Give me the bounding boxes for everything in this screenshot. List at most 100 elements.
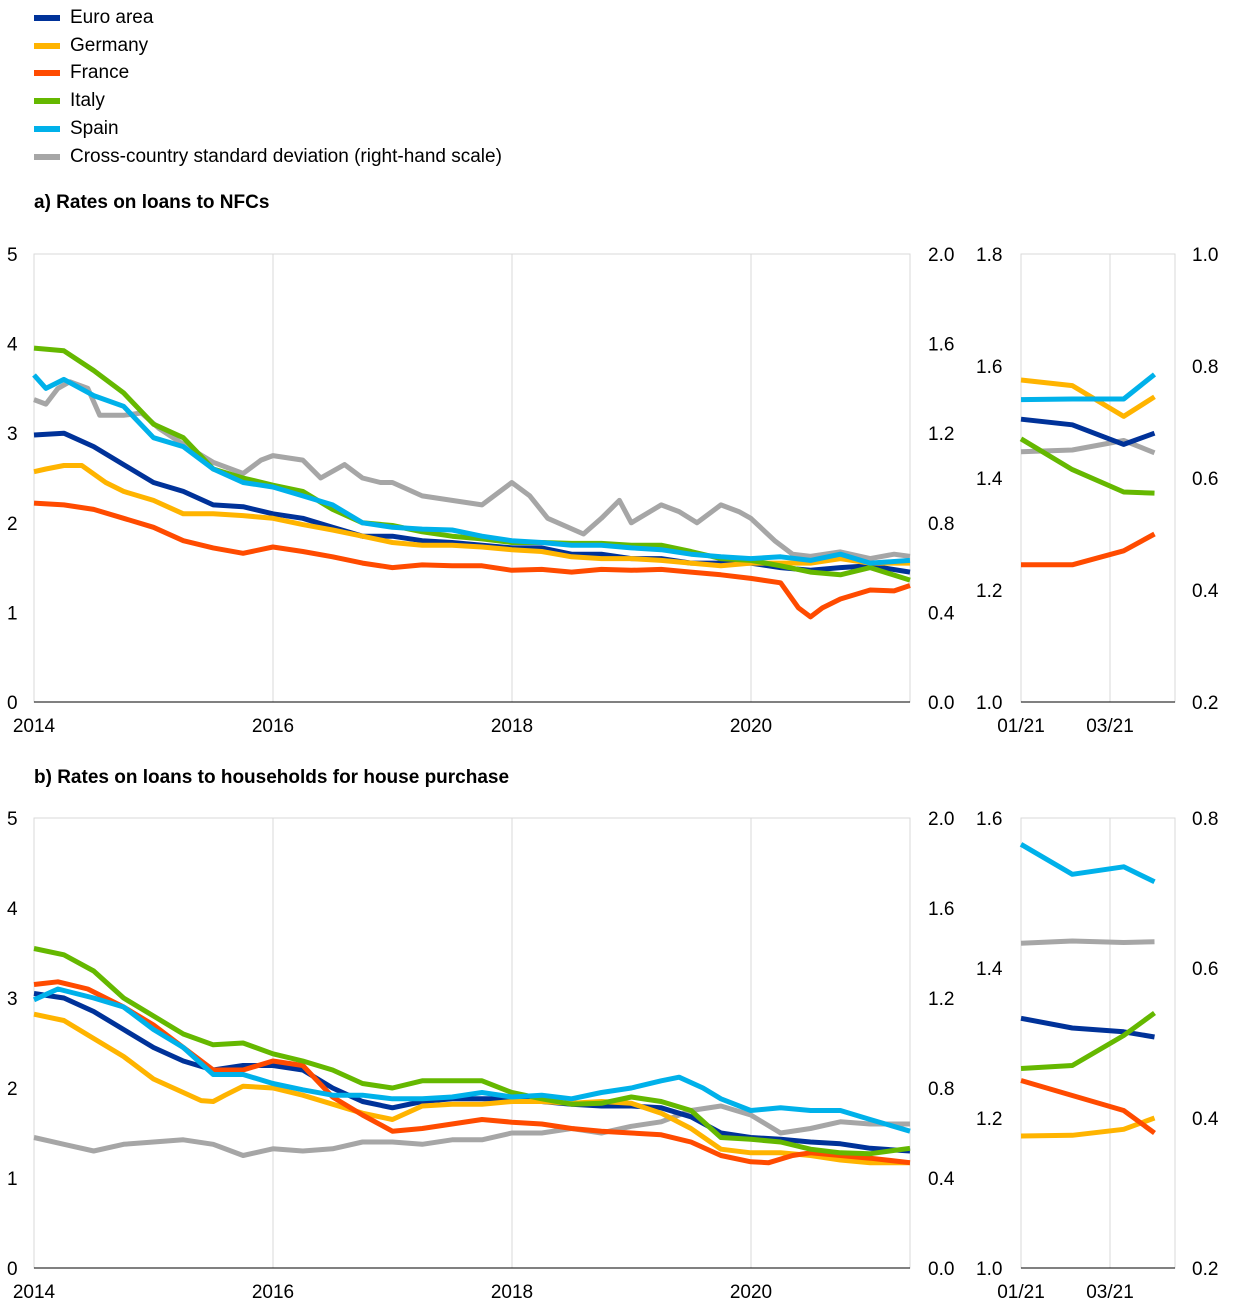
panel-1-main-right-tick-label: 0.8 [928, 1079, 954, 1100]
panel-0-zoom-series-line [1020, 438, 1156, 456]
legend-item: France [34, 60, 502, 88]
panel-0-zoom-left-tick-label: 1.2 [976, 581, 1002, 602]
panel-0-zoom-right-tick-label: 0.2 [1192, 693, 1218, 714]
panel-0-main-left-tick-label: 1 [7, 603, 18, 624]
panel-0-zoom-left-tick-label: 1.4 [976, 469, 1003, 490]
panel-1-zoom-right-tick-label: 0.6 [1192, 959, 1218, 980]
panel-0-main-series-line [33, 345, 911, 583]
panel-0-zoom-right-tick-label: 0.8 [1192, 357, 1218, 378]
legend-item: Germany [34, 32, 502, 60]
panel-0-main-x-tick-label: 2018 [491, 716, 533, 737]
legend-swatch [34, 98, 60, 105]
panel-0-zoom-left-tick-label: 1.6 [976, 357, 1002, 378]
panel-1-zoom-left-tick-label: 1.4 [976, 959, 1003, 980]
panel-0-zoom-plot-frame [1020, 253, 1176, 703]
legend-label: Euro area [70, 6, 154, 28]
panel-1-main-right-tick-label: 0.4 [928, 1169, 955, 1190]
panel-0-main-right-tick-label: 0.8 [928, 514, 954, 535]
panel-0-zoom-left-tick-label: 1.0 [976, 693, 1002, 714]
panel-1-main-series-line [33, 991, 911, 1154]
panel-0-main-left-tick-label: 3 [7, 424, 18, 445]
panel-1-main-left-tick-label: 2 [7, 1079, 18, 1100]
legend-swatch [34, 126, 60, 133]
panel-1-main-x-tick-label: 2020 [730, 1282, 772, 1303]
panel-1-main-plot-frame [33, 817, 911, 1269]
panel-0-zoom-series-line [1020, 416, 1156, 447]
panel-1-zoom-right-tick-label: 0.2 [1192, 1259, 1218, 1280]
panel-1-zoom-series-line [1020, 1078, 1156, 1136]
panel-1-zoom-plot-frame [1020, 817, 1176, 1269]
panel-0-main-series-line [33, 500, 911, 620]
panel-0-zoom-right-tick-label: 0.6 [1192, 469, 1218, 490]
panel-0-main-series-line [33, 463, 910, 569]
panel-1-zoom-right-tick-label: 0.8 [1192, 809, 1218, 830]
panel-1-main-left-tick-label: 1 [7, 1169, 18, 1190]
panel-1-zoom-left-tick-label: 1.6 [976, 809, 1002, 830]
panel-1-zoom-series-line [1020, 938, 1155, 946]
panel-0-zoom-x-tick-label: 01/21 [997, 716, 1045, 737]
panel-a-title: a) Rates on loans to NFCs [34, 192, 270, 213]
legend-label: Italy [70, 90, 105, 112]
panel-1-main-left-tick-label: 5 [7, 809, 18, 830]
panel-1-zoom-series-line [1020, 1015, 1155, 1040]
panel-1-main-x-tick-label: 2014 [13, 1282, 56, 1303]
panel-0-main-left-tick-label: 5 [7, 245, 18, 266]
legend-label: Spain [70, 118, 119, 140]
panel-0-main-left-tick-label: 0 [7, 693, 18, 714]
panel-0-zoom-series-line [1021, 531, 1156, 568]
panel-0-main-right-tick-label: 1.2 [928, 424, 954, 445]
legend-item: Cross-country standard deviation (right-… [34, 143, 502, 171]
panel-1-main-right-tick-label: 1.6 [928, 899, 954, 920]
panel-1-main-series-line [33, 1103, 910, 1158]
panel-0-main-right-tick-label: 2.0 [928, 245, 954, 266]
panel-1-zoom-x-tick-label: 03/21 [1086, 1282, 1134, 1303]
panel-1-main-left-tick-label: 4 [7, 899, 18, 920]
panel-1-zoom-left-tick-label: 1.2 [976, 1109, 1002, 1130]
panel-1-zoom-left-tick-label: 1.0 [976, 1259, 1002, 1280]
legend-swatch [34, 14, 60, 21]
panel-b-title: b) Rates on loans to households for hous… [34, 767, 510, 788]
legend-swatch [34, 42, 60, 49]
panel-1-zoom-x-tick-label: 01/21 [997, 1282, 1045, 1303]
panel-1-main-x-tick-label: 2016 [252, 1282, 294, 1303]
panel-0-main-left-tick-label: 4 [7, 335, 18, 356]
panel-1-main-right-tick-label: 2.0 [928, 809, 954, 830]
legend-label: Cross-country standard deviation (right-… [70, 145, 502, 167]
panel-0-main-right-tick-label: 0.4 [928, 603, 955, 624]
panel-1-zoom-right-tick-label: 0.4 [1192, 1109, 1219, 1130]
panel-1-main-series-line [32, 986, 911, 1134]
legend-swatch [34, 153, 60, 160]
panel-0-zoom-x-tick-label: 03/21 [1086, 716, 1134, 737]
panel-0-main-plot-frame [33, 253, 911, 703]
panel-1-main-series-line [33, 1011, 910, 1166]
legend-item: Euro area [34, 4, 502, 32]
legend: Euro area Germany France Italy Spain Cross-co… [34, 4, 502, 171]
panel-0-zoom-series-line [1020, 372, 1157, 403]
panel-1-main-series-line [33, 946, 911, 1157]
legend-label: France [70, 62, 130, 84]
panel-1-zoom-series-line [1020, 1010, 1156, 1071]
legend-swatch [34, 70, 60, 77]
panel-1-main-right-tick-label: 1.2 [928, 989, 954, 1010]
legend-item: Italy [34, 87, 502, 115]
panel-1-zoom-series-line [1019, 842, 1156, 885]
panel-1-main-x-tick-label: 2018 [491, 1282, 533, 1303]
legend-item: Spain [34, 115, 502, 143]
panel-0-main-x-tick-label: 2016 [252, 716, 294, 737]
panel-0-main-series-line [32, 373, 911, 566]
panel-0-main-x-tick-label: 2020 [730, 716, 772, 737]
panel-1-main-left-tick-label: 3 [7, 989, 18, 1010]
panel-0-main-x-tick-label: 2014 [13, 716, 56, 737]
panel-1-main-series-line [33, 979, 911, 1166]
panel-0-zoom-right-tick-label: 1.0 [1192, 245, 1218, 266]
panel-0-main-left-tick-label: 2 [7, 514, 18, 535]
panel-0-main-right-tick-label: 1.6 [928, 335, 954, 356]
panel-0-zoom-series-line [1019, 436, 1155, 496]
panel-0-zoom-right-tick-label: 0.4 [1192, 581, 1219, 602]
panel-1-main-right-tick-label: 0.0 [928, 1259, 954, 1280]
panel-0-main-right-tick-label: 0.0 [928, 693, 954, 714]
panel-0-zoom-left-tick-label: 1.8 [976, 245, 1002, 266]
legend-label: Germany [70, 34, 149, 56]
panel-1-main-left-tick-label: 0 [7, 1259, 18, 1280]
